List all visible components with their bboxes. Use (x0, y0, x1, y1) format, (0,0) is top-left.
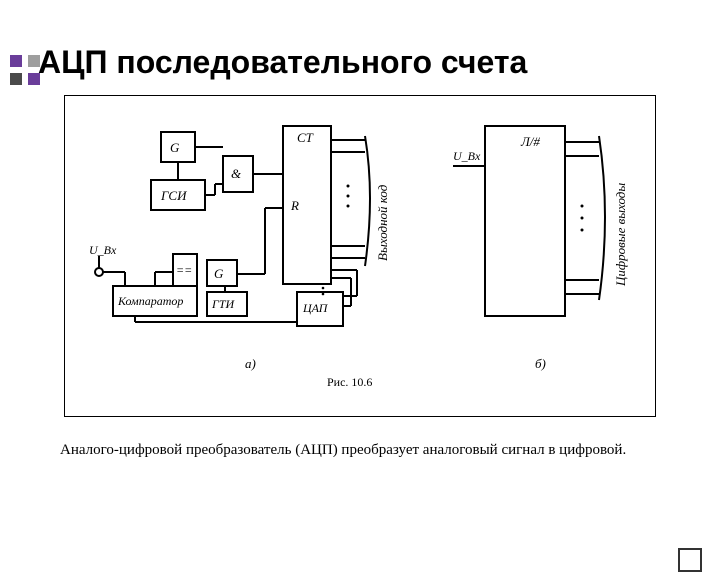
paragraph: Аналого-цифровой преобразователь (АЦП) п… (40, 441, 680, 461)
label-uin-right: U_Bx (453, 149, 481, 163)
label-and: & (231, 166, 242, 181)
figure-caption: Рис. 10.6 (327, 375, 372, 389)
label-ct: СТ (297, 130, 314, 145)
diagram-frame: R == (64, 95, 656, 417)
label-gti: ГТИ (211, 297, 236, 311)
subfig-a: а) (245, 356, 256, 371)
label-g-bot: G (214, 266, 224, 281)
label-uin-left: U_Bx (89, 243, 117, 257)
decor-sq (10, 55, 22, 67)
corner-decor (678, 548, 702, 572)
label-adc2: Л/# (520, 134, 540, 149)
slide-decor (10, 54, 42, 90)
label-dac: ЦАП (302, 301, 329, 315)
decor-sq (10, 73, 22, 85)
label-gsi: ГСИ (160, 188, 187, 203)
label-out-right: Цифровые выходы (613, 183, 628, 287)
label-g-top: G (170, 140, 180, 155)
label-eq: == (176, 263, 192, 277)
decor-sq (28, 73, 40, 85)
label-comp: Компаратор (117, 294, 183, 308)
page-title: АЦП последовательного счета (38, 44, 720, 81)
label-out-left: Выходной код (375, 184, 390, 261)
label-r: R (290, 198, 299, 213)
subfig-b: б) (535, 356, 546, 371)
block-diagram: R == (65, 96, 655, 416)
decor-sq (28, 55, 40, 67)
